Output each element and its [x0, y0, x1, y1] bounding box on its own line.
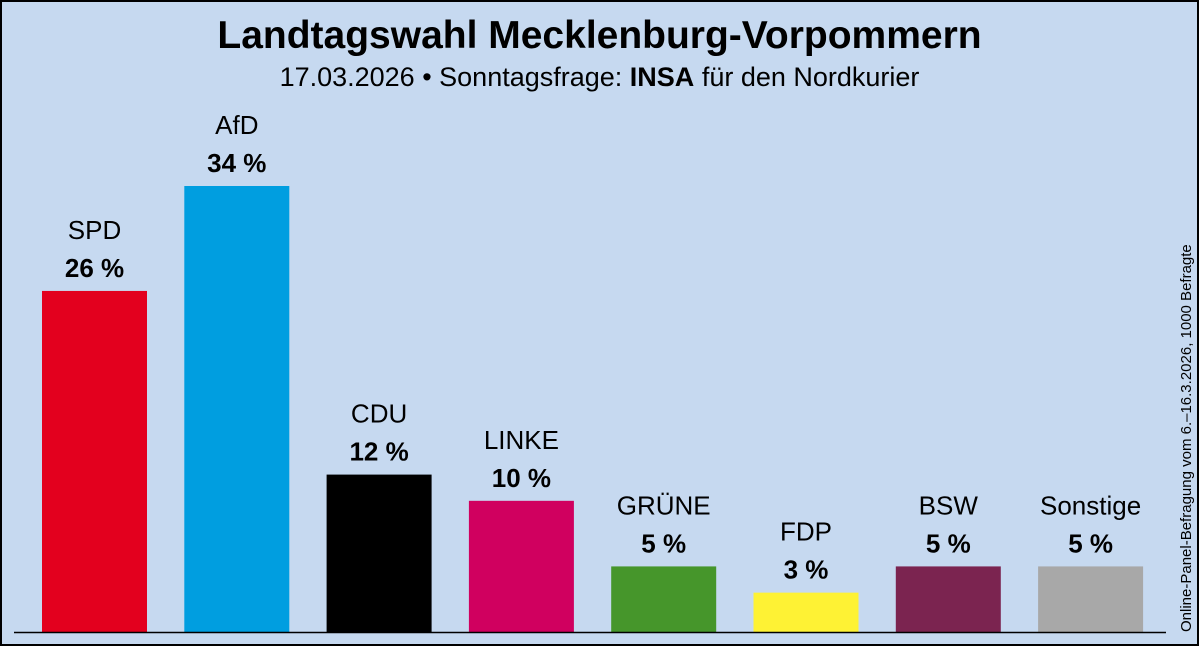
chart-title: Landtagswahl Mecklenburg-Vorpommern [217, 14, 982, 57]
bar-sonstige [1038, 566, 1144, 632]
party-label-bsw: BSW [919, 490, 979, 520]
value-label-sonstige: 5 % [1068, 528, 1113, 558]
party-label-sonstige: Sonstige [1040, 490, 1141, 520]
bar-grüne [611, 566, 717, 632]
party-label-cdu: CDU [351, 399, 407, 429]
bar-fdp [753, 592, 859, 632]
value-label-afd: 34 % [207, 148, 266, 178]
bar-linke [468, 500, 574, 632]
party-label-spd: SPD [68, 215, 121, 245]
subtitle-client-text: für den Nordkurier [694, 62, 920, 92]
subtitle-institute: INSA [629, 62, 695, 92]
bar-spd [42, 290, 147, 632]
party-label-grüne: GRÜNE [617, 490, 711, 520]
party-label-afd: AfD [215, 110, 258, 140]
value-label-linke: 10 % [492, 463, 551, 493]
value-label-cdu: 12 % [349, 437, 408, 467]
bar-cdu [326, 474, 432, 632]
value-label-fdp: 3 % [784, 555, 829, 585]
party-label-linke: LINKE [484, 425, 559, 455]
value-label-grüne: 5 % [641, 528, 686, 558]
bar-afd [184, 186, 290, 632]
value-label-bsw: 5 % [926, 528, 971, 558]
value-label-spd: 26 % [65, 253, 124, 283]
bar-bsw [895, 566, 1001, 632]
chart-subtitle: 17.03.2026 • Sonntagsfrage: INSA für den… [0, 62, 1199, 93]
party-label-fdp: FDP [780, 517, 832, 547]
subtitle-date-text: 17.03.2026 • Sonntagsfrage: [279, 62, 630, 92]
